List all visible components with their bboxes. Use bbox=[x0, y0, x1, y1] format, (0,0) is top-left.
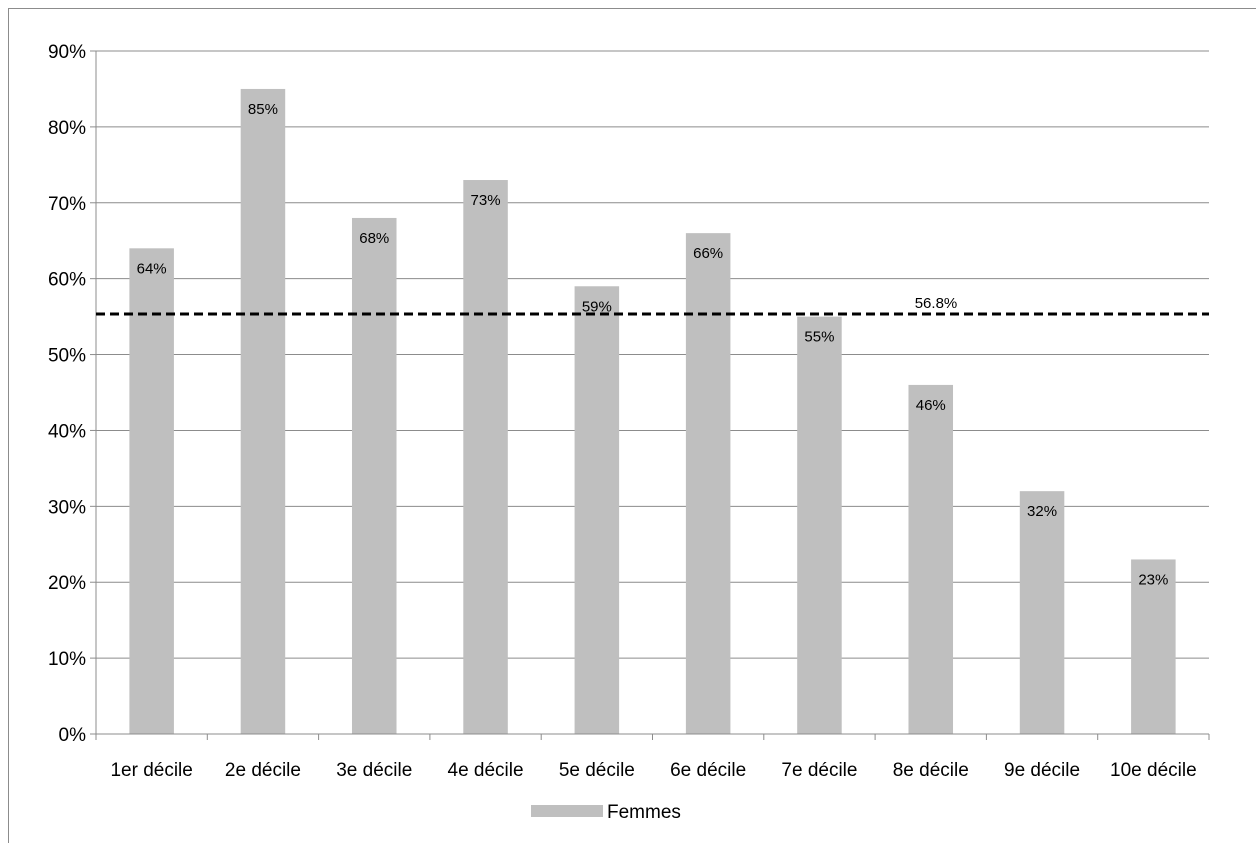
legend-label: Femmes bbox=[607, 802, 681, 823]
data-label: 68% bbox=[359, 230, 389, 247]
y-tick-label: 50% bbox=[48, 346, 86, 367]
reference-line-group: 56.8% bbox=[96, 295, 1209, 316]
data-label: 66% bbox=[693, 245, 723, 262]
x-tick-label: 4e décile bbox=[448, 760, 524, 781]
x-tick-label: 2e décile bbox=[225, 760, 301, 781]
data-label: 55% bbox=[804, 329, 834, 346]
data-label: 46% bbox=[916, 397, 946, 414]
x-tick-label: 9e décile bbox=[1004, 760, 1080, 781]
data-label: 32% bbox=[1027, 503, 1057, 520]
bar bbox=[908, 384, 954, 734]
chart-frame: 0% 10% 20% 30% 40% 50% 60% 70% 80% 90% 1er décile… bbox=[8, 8, 1256, 843]
bar-chart: 0% 10% 20% 30% 40% 50% 60% 70% 80% 90% 1er décile… bbox=[48, 42, 1210, 823]
y-tick-label: 20% bbox=[48, 573, 86, 594]
data-label: 23% bbox=[1138, 571, 1168, 588]
y-tick-label: 80% bbox=[48, 118, 86, 139]
data-label: 73% bbox=[471, 192, 501, 209]
y-tick-label: 40% bbox=[48, 421, 86, 442]
y-tick-label: 60% bbox=[48, 270, 86, 291]
legend: Femmes bbox=[531, 802, 681, 823]
legend-swatch bbox=[531, 805, 603, 817]
x-tick-label: 1er décile bbox=[110, 760, 192, 781]
y-tick-label: 0% bbox=[59, 725, 87, 746]
x-tick-label: 5e décile bbox=[559, 760, 635, 781]
y-tick-label: 30% bbox=[48, 497, 86, 518]
bar bbox=[351, 217, 397, 734]
data-label: 85% bbox=[248, 101, 278, 118]
y-tick-labels: 0% 10% 20% 30% 40% 50% 60% 70% 80% 90% bbox=[48, 42, 86, 746]
axes bbox=[90, 50, 1210, 740]
bar bbox=[129, 248, 174, 735]
x-tick-labels: 1er décile 2e décile 3e décile 4e décile 5e … bbox=[110, 760, 1196, 781]
bar bbox=[574, 286, 620, 734]
data-label: 64% bbox=[137, 260, 167, 277]
bar bbox=[685, 233, 731, 734]
x-tick-label: 6e décile bbox=[670, 760, 746, 781]
x-tick-label: 10e décile bbox=[1110, 760, 1197, 781]
bar bbox=[797, 316, 842, 734]
y-tick-label: 70% bbox=[48, 194, 86, 215]
data-label: 59% bbox=[582, 298, 612, 315]
x-tick-label: 7e décile bbox=[781, 760, 857, 781]
bar bbox=[240, 88, 286, 734]
data-labels: 64% 85% 68% 73% 59% 66% 55% 46% 32% 23% bbox=[137, 101, 1169, 589]
reference-line-label: 56.8% bbox=[915, 295, 958, 312]
x-tick-label: 8e décile bbox=[893, 760, 969, 781]
bar bbox=[463, 180, 508, 734]
y-tick-label: 90% bbox=[48, 42, 86, 63]
bar bbox=[1131, 559, 1176, 734]
bars bbox=[129, 88, 1176, 735]
y-tick-label: 10% bbox=[48, 649, 86, 670]
bar bbox=[1019, 491, 1065, 734]
x-tick-label: 3e décile bbox=[336, 760, 412, 781]
